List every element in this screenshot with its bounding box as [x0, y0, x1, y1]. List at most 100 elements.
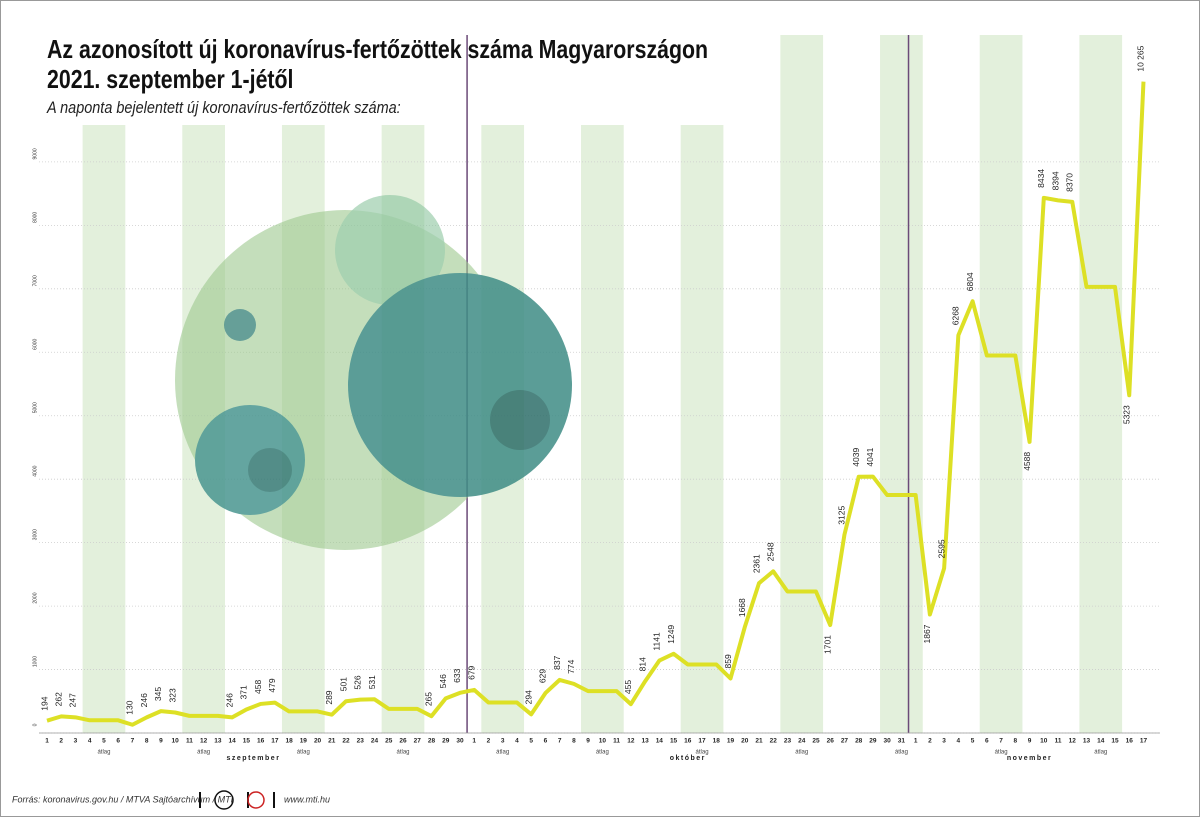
value-label: 8394 — [1050, 171, 1060, 190]
x-tick-label: 15 — [1111, 738, 1119, 745]
average-band — [680, 125, 724, 733]
x-tick-label: 15 — [670, 738, 678, 745]
x-tick-label: 3 — [942, 738, 946, 745]
value-label: 247 — [68, 693, 78, 707]
x-tick-label: 1 — [472, 738, 476, 745]
x-tick-label: 17 — [698, 738, 706, 745]
value-label: 1701 — [822, 635, 832, 654]
x-tick-label: 5 — [102, 738, 106, 745]
value-label: 323 — [167, 688, 177, 702]
x-tick-label: 18 — [285, 738, 293, 745]
value-label: 265 — [424, 692, 434, 706]
x-tick-label: 6 — [544, 738, 548, 745]
value-label: 371 — [239, 685, 249, 699]
value-label: 1668 — [737, 598, 747, 617]
x-tick-label: 16 — [257, 738, 265, 745]
value-label: 679 — [466, 665, 476, 679]
x-tick-label: 29 — [869, 738, 877, 745]
value-label: 4039 — [851, 448, 861, 467]
x-tick-label: 12 — [627, 738, 635, 745]
x-tick-label: 10 — [1040, 738, 1048, 745]
value-label: 246 — [224, 693, 234, 707]
x-tick-label: 13 — [1083, 738, 1091, 745]
average-label: átlag — [197, 750, 210, 756]
x-tick-label: 19 — [727, 738, 735, 745]
value-label: 2361 — [751, 554, 761, 573]
chart-title: 2021. szeptember 1-jétől — [47, 64, 294, 94]
value-label: 130 — [125, 700, 135, 714]
value-label: 455 — [623, 680, 633, 694]
data-line — [46, 81, 1146, 727]
x-tick-label: 16 — [1126, 738, 1134, 745]
x-tick-label: 4 — [88, 738, 92, 745]
value-label: 2595 — [936, 539, 946, 558]
average-label: átlag — [396, 750, 409, 756]
y-tick-label: 0 — [32, 723, 38, 726]
x-tick-label: 1 — [914, 738, 918, 745]
x-tick-label: 19 — [300, 738, 308, 745]
x-tick-label: 16 — [684, 738, 692, 745]
x-tick-label: 25 — [812, 738, 820, 745]
x-tick-label: 11 — [1055, 738, 1062, 745]
x-tick-label: 21 — [755, 738, 763, 745]
value-label: 289 — [324, 690, 334, 704]
value-label: 1249 — [666, 625, 676, 644]
virus-illustration — [175, 195, 572, 550]
y-tick-label: 8000 — [32, 212, 38, 223]
x-tick-label: 8 — [572, 738, 576, 745]
x-tick-label: 4 — [957, 738, 961, 745]
value-label: 10 265 — [1136, 45, 1146, 71]
average-band — [581, 125, 624, 733]
average-band — [880, 35, 923, 733]
average-label: átlag — [1094, 750, 1107, 756]
average-label: átlag — [496, 750, 509, 756]
x-tick-label: 10 — [172, 738, 180, 745]
x-tick-label: 28 — [428, 738, 436, 745]
source: Forrás: koronavirus.gov.hu / MTVA Sajtóa… — [12, 794, 234, 804]
value-label: 4588 — [1022, 452, 1032, 471]
average-band — [82, 125, 126, 733]
x-tick-label: 7 — [131, 738, 135, 745]
month-label: október — [670, 755, 706, 762]
x-tick-label: 11 — [186, 738, 193, 745]
value-label: 526 — [353, 675, 363, 689]
average-label: átlag — [795, 750, 808, 756]
average-band — [780, 35, 824, 733]
x-tick-label: 31 — [898, 738, 906, 745]
value-label: 345 — [153, 687, 163, 701]
month-label: szeptember — [227, 755, 281, 762]
chart-title: Az azonosított új koronavírus-fertőzötte… — [47, 34, 709, 64]
x-tick-label: 13 — [641, 738, 649, 745]
x-tick-label: 26 — [399, 738, 407, 745]
x-tick-label: 24 — [371, 738, 379, 745]
x-tick-label: 5 — [971, 738, 975, 745]
x-tick-label: 2 — [928, 738, 932, 745]
month-label: november — [1007, 755, 1052, 762]
value-label: 531 — [367, 675, 377, 689]
y-tick-label: 7000 — [32, 275, 38, 286]
value-label: 2548 — [765, 542, 775, 561]
value-label: 629 — [538, 669, 548, 683]
x-tick-label: 21 — [328, 738, 336, 745]
x-tick-label: 26 — [827, 738, 835, 745]
x-tick-label: 23 — [357, 738, 365, 745]
value-label: 501 — [338, 677, 348, 691]
value-label: 859 — [723, 654, 733, 668]
x-tick-label: 14 — [1097, 738, 1105, 745]
x-tick-label: 14 — [656, 738, 664, 745]
subtitle: A naponta bejelentett új koronavírus-fer… — [47, 98, 401, 117]
average-label: átlag — [895, 750, 908, 756]
x-tick-label: 12 — [1069, 738, 1077, 745]
x-tick-label: 25 — [385, 738, 393, 745]
value-label: 6268 — [951, 306, 961, 325]
value-label: 837 — [552, 655, 562, 669]
value-label: 246 — [139, 693, 149, 707]
y-tick-label: 1000 — [32, 656, 38, 667]
value-label: 458 — [253, 679, 263, 693]
x-tick-label: 30 — [456, 738, 464, 745]
average-label: átlag — [97, 750, 110, 756]
x-tick-label: 8 — [145, 738, 149, 745]
value-label: 774 — [566, 659, 576, 673]
x-tick-label: 23 — [784, 738, 792, 745]
